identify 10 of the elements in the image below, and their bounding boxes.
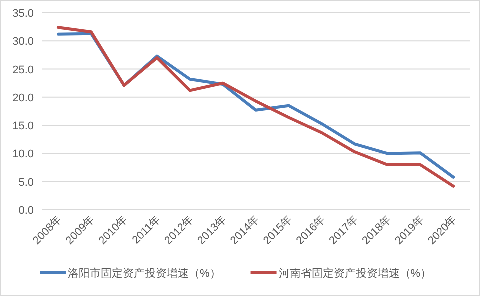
y-tick-label: 10.0 — [12, 148, 34, 161]
y-tick-label: 5.0 — [18, 176, 34, 189]
legend-label: 河南省固定资产投资增速（%） — [278, 267, 432, 280]
y-tick-label: 15.0 — [12, 120, 34, 133]
y-tick-label: 0.0 — [18, 205, 34, 217]
y-tick-label: 35.0 — [12, 8, 34, 20]
y-tick-label: 20.0 — [12, 92, 34, 104]
legend-label: 洛阳市固定资产投资增速（%） — [68, 267, 221, 280]
y-tick-label: 25.0 — [12, 64, 34, 76]
y-tick-label: 30.0 — [12, 36, 34, 48]
